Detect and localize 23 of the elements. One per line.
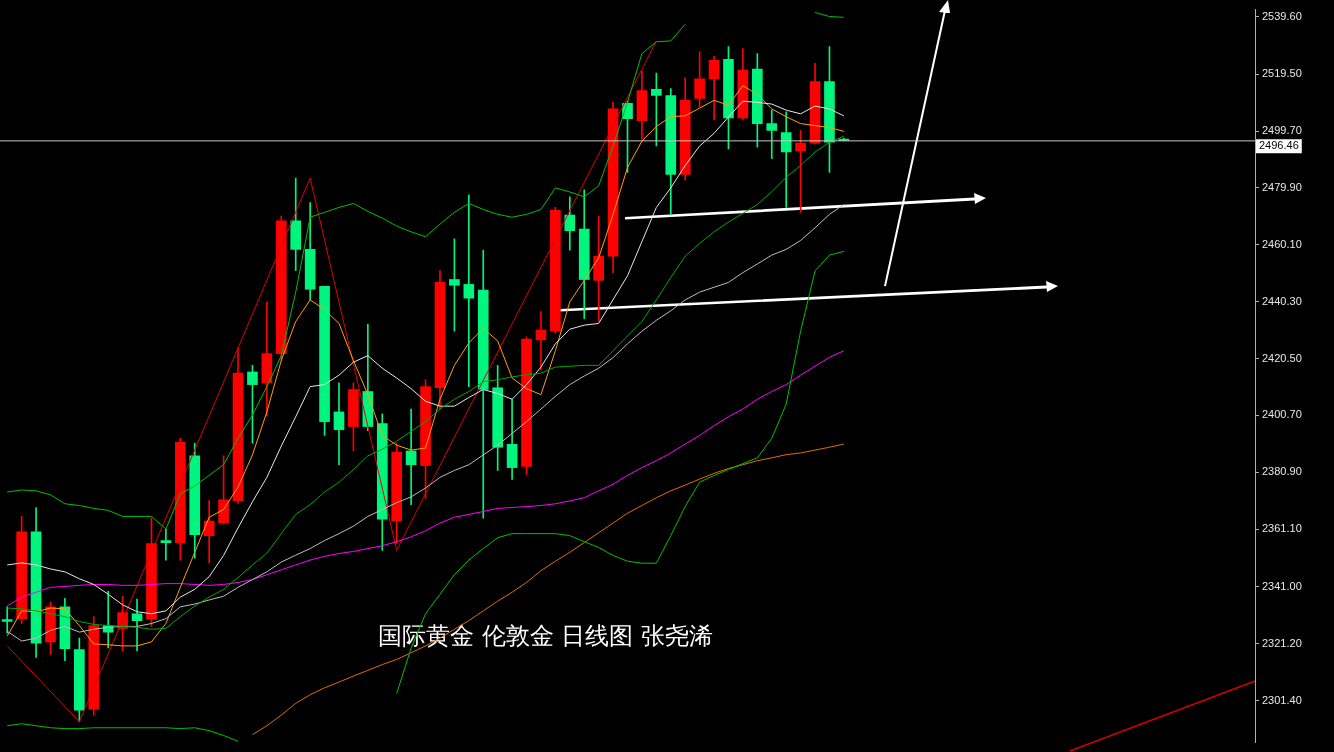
candlestick [766, 109, 778, 159]
y-tick-label: 2321.20 [1262, 636, 1302, 649]
candlestick [1, 606, 13, 634]
y-tick-label: 2341.00 [1262, 579, 1302, 592]
candlestick [405, 408, 417, 505]
y-tick-label: 2400.70 [1262, 408, 1302, 421]
y-tick-label: 2440.30 [1262, 294, 1302, 307]
candlestick [780, 111, 792, 208]
candlestick [535, 311, 547, 371]
y-tick-label: 2420.50 [1262, 351, 1302, 364]
ref-line-label: 2496.46 [1259, 139, 1299, 152]
y-tick-label: 2519.50 [1262, 67, 1302, 80]
y-tick-label: 2479.90 [1262, 180, 1302, 193]
candlestick [131, 598, 143, 652]
y-tick-label: 2301.40 [1262, 693, 1302, 706]
candlestick [160, 528, 172, 561]
candlestick [463, 194, 475, 387]
y-tick-label: 2380.90 [1262, 465, 1302, 478]
candlestick [333, 382, 345, 466]
y-tick-label: 2460.10 [1262, 237, 1302, 250]
y-tick-label: 2499.70 [1262, 124, 1302, 137]
y-tick-label: 2361.10 [1262, 522, 1302, 535]
y-tick-label: 2539.60 [1262, 9, 1302, 22]
